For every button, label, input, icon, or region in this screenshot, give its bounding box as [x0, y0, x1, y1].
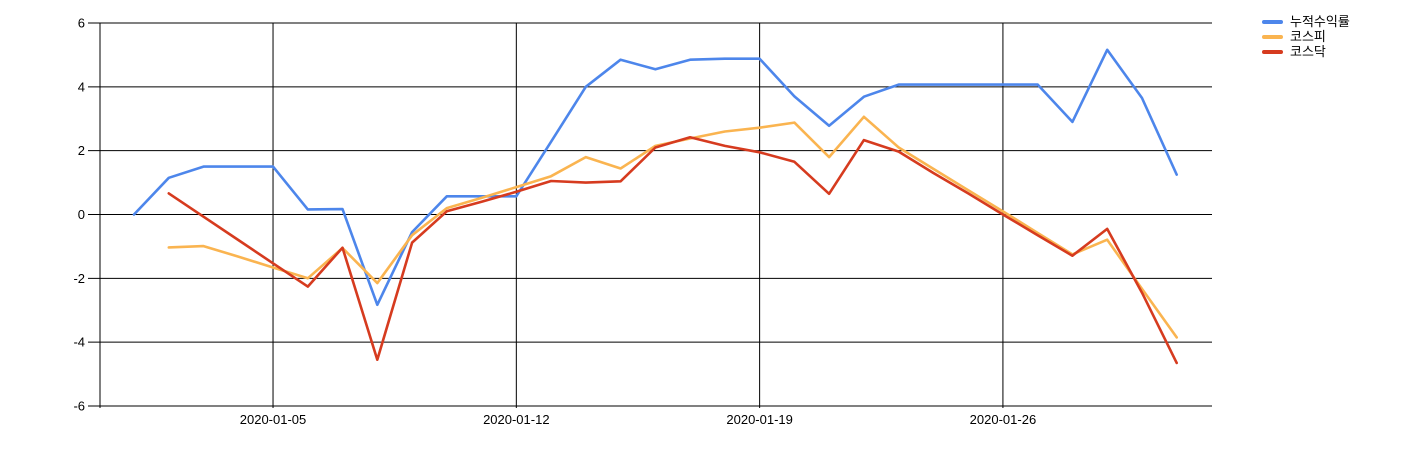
legend-item-cumulative-return: 누적수익률: [1262, 15, 1350, 29]
legend-item-kospi: 코스피: [1262, 30, 1350, 44]
legend: 누적수익률 코스피 코스닥: [1262, 15, 1350, 60]
x-tick-label: 2020-01-05: [240, 412, 307, 427]
legend-swatch-blue-icon: [1262, 20, 1283, 24]
y-tick-label: -4: [73, 335, 85, 350]
series-line-0: [132, 48, 1178, 307]
legend-swatch-red-icon: [1262, 50, 1283, 54]
x-tick-label: 2020-01-19: [726, 412, 793, 427]
legend-label-cumulative-return: 누적수익률: [1290, 14, 1350, 29]
legend-label-kosdaq: 코스닥: [1290, 44, 1326, 59]
legend-item-kosdaq: 코스닥: [1262, 45, 1350, 59]
x-tick-label: 2020-01-12: [483, 412, 550, 427]
legend-swatch-orange-icon: [1262, 35, 1283, 39]
series-line-2: [167, 136, 1178, 365]
x-tick-label: 2020-01-26: [970, 412, 1037, 427]
legend-label-kospi: 코스피: [1290, 29, 1326, 44]
y-tick-label: -6: [73, 399, 85, 414]
y-tick-label: -2: [73, 271, 85, 286]
y-tick-label: 0: [78, 207, 85, 222]
y-tick-label: 2: [78, 143, 85, 158]
y-tick-label: 6: [78, 16, 85, 31]
y-tick-label: 4: [78, 79, 85, 94]
